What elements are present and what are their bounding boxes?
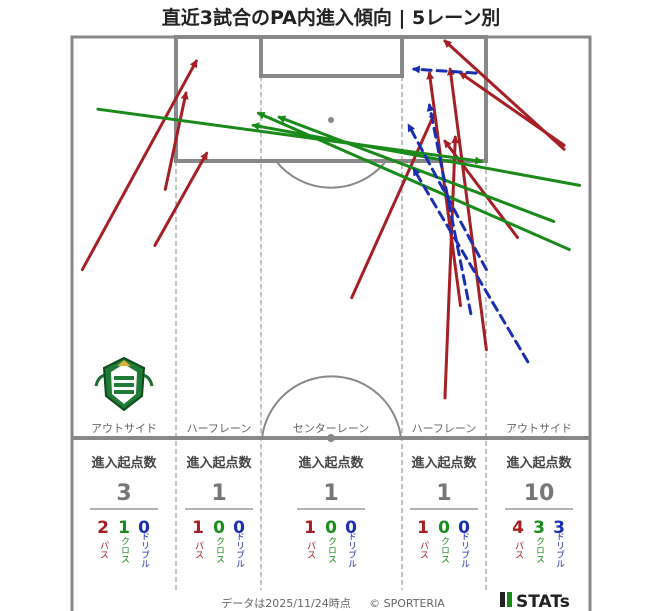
stats-logo-text: STATs	[516, 592, 570, 611]
pass-count: 1	[304, 518, 316, 538]
stats-logo-mark-icon	[500, 592, 505, 607]
dribble-label: ドリブル	[139, 532, 150, 568]
cross-count: 3	[533, 518, 545, 538]
dribble-count: 0	[233, 518, 245, 538]
cross-count: 0	[325, 518, 337, 538]
cross-label: クロス	[214, 536, 224, 563]
dribble-arrow-16	[426, 103, 473, 316]
lane-label-4: ハーフレーン	[412, 422, 477, 435]
pass-count: 2	[97, 518, 109, 538]
lane-total: 3	[116, 481, 131, 506]
penalty-arc	[275, 160, 387, 189]
lane-stat-5: 進入起点数 10 4 3 3 パス クロス ドリブル	[505, 455, 573, 568]
goal-area	[259, 35, 404, 78]
pass-arrow-2	[163, 91, 189, 191]
footer-copyright: © SPORTERIA	[369, 597, 445, 610]
dribble-count: 3	[553, 518, 565, 538]
lane-header: 進入起点数	[186, 455, 252, 471]
cross-label: クロス	[326, 536, 336, 563]
lane-total: 1	[323, 481, 338, 506]
cross-arrow-14	[277, 115, 556, 223]
pass-label: パス	[418, 541, 429, 559]
cross-label: クロス	[439, 536, 449, 563]
pass-label: パス	[193, 541, 204, 559]
lane-label-3: センターレーン	[293, 422, 369, 435]
dribble-label: ドリブル	[346, 532, 357, 568]
penalty-spot	[328, 117, 334, 123]
lane-stat-4: 進入起点数 1 1 0 0 パス クロス ドリブル	[410, 455, 478, 568]
cross-count: 1	[118, 518, 130, 538]
lane-label-1: アウトサイド	[91, 422, 157, 435]
arrow-layer	[80, 39, 582, 400]
lane-stat-1: 進入起点数 3 2 1 0 パス クロス ドリブル	[90, 455, 158, 568]
lane-header: 進入起点数	[506, 455, 572, 471]
center-circle	[261, 375, 402, 439]
dribble-label: ドリブル	[554, 532, 565, 568]
dribble-label: ドリブル	[234, 532, 245, 568]
lane-label-5: アウトサイド	[506, 422, 572, 435]
cross-count: 0	[438, 518, 450, 538]
pass-arrow-10	[443, 135, 460, 400]
cross-label: クロス	[534, 536, 544, 563]
pass-count: 4	[512, 518, 524, 538]
club-crest-icon	[94, 356, 154, 412]
pass-label: パス	[98, 541, 109, 559]
lane-header: 進入起点数	[411, 455, 477, 471]
pass-count: 1	[417, 518, 429, 538]
pass-arrow-5	[446, 67, 488, 352]
lane-stat-3: 進入起点数 1 1 0 0 パス クロス ドリブル	[297, 455, 365, 568]
cross-count: 0	[213, 518, 225, 538]
pass-label: パス	[305, 541, 316, 559]
footer-date-note: データは2025/11/24時点	[221, 596, 350, 610]
dribble-label: ドリブル	[459, 532, 470, 568]
pass-label: パス	[513, 541, 524, 559]
cross-label: クロス	[119, 536, 129, 563]
lane-total: 1	[211, 481, 226, 506]
lane-stats: 進入起点数 3 2 1 0 パス クロス ドリブル 進入起点数 1 1 0 0 …	[90, 455, 573, 568]
pass-count: 1	[192, 518, 204, 538]
lane-stat-2: 進入起点数 1 1 0 0 パス クロス ドリブル	[185, 455, 253, 568]
pass-arrow-1	[80, 59, 198, 272]
dribble-count: 0	[458, 518, 470, 538]
pass-arrow-3	[153, 151, 209, 248]
dribble-count: 0	[345, 518, 357, 538]
lane-header: 進入起点数	[298, 455, 364, 471]
pass-arrow-4	[350, 111, 437, 300]
dribble-arrow-18	[412, 167, 530, 364]
lane-total: 10	[524, 481, 555, 506]
dribble-arrow-15	[411, 65, 478, 75]
cross-arrow-13	[256, 111, 571, 252]
dribble-count: 0	[138, 518, 150, 538]
dribble-arrow-17	[407, 123, 488, 272]
cross-arrow-11	[96, 107, 484, 165]
chart-title: 直近3試合のPA内進入傾向 | 5レーン別	[162, 6, 501, 29]
stats-logo: STATs	[500, 592, 570, 611]
lane-label-2: ハーフレーン	[187, 422, 252, 435]
lane-header: 進入起点数	[91, 455, 157, 471]
lane-labels: アウトサイド ハーフレーン センターレーン ハーフレーン アウトサイド	[91, 422, 572, 435]
lane-total: 1	[436, 481, 451, 506]
pass-arrow-9	[458, 71, 566, 147]
center-spot	[327, 434, 335, 442]
